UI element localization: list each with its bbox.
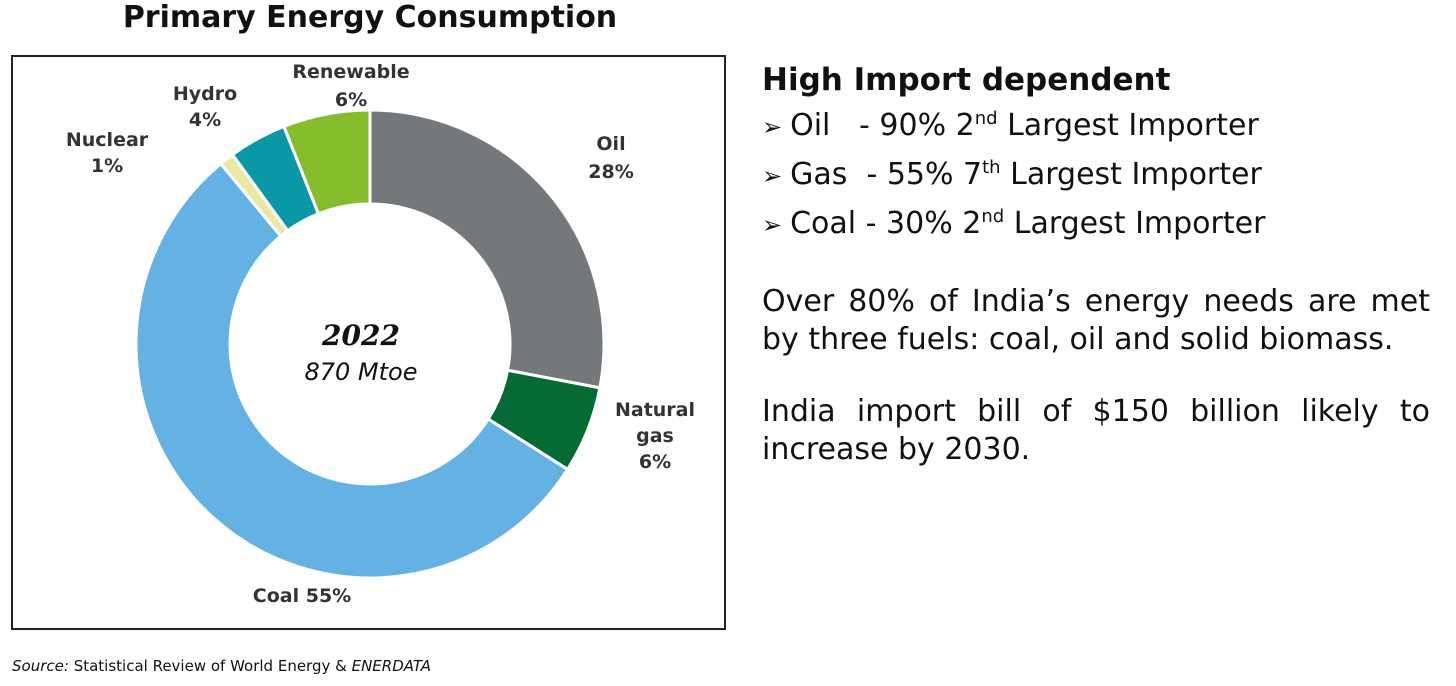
label-renewable-0: Renewable	[292, 61, 409, 83]
source-italic: ENERDATA	[351, 657, 431, 675]
paragraph-fuels: Over 80% of India’s energy needs are met…	[762, 284, 1430, 357]
bullet-arrow-icon: ➢	[762, 211, 783, 239]
label-nuclear-0: Nuclear	[66, 129, 149, 151]
source-note: Source: Statistical Review of World Ener…	[12, 657, 431, 675]
label-hydro-0: Hydro	[173, 83, 237, 105]
donut-chart: 2022 870 Mtoe Oil 28% Natural gas 6% Coal 55%…	[66, 61, 695, 607]
bullet-fuel: Coal	[790, 206, 857, 241]
label-natural-gas-1: gas	[636, 425, 674, 447]
label-nuclear-1: 1%	[91, 155, 123, 177]
bullet-coal: ➢ Coal - 30% 2nd Largest Importer	[762, 206, 1266, 241]
chart-title: Primary Energy Consumption	[122, 0, 618, 35]
slice-labels: Oil 28% Natural gas 6% Coal 55% Nuclear 1% Hydro…	[66, 61, 695, 607]
bullet-list: ➢ Oil - 90% 2nd Largest Importer ➢ Gas - 55…	[762, 102, 1430, 249]
panel-heading: High Import dependent	[762, 62, 1171, 98]
right-panel: High Import dependent ➢ Oil - 90% 2nd Lar…	[762, 62, 1430, 469]
label-natural-gas-2: 6%	[639, 451, 671, 473]
paragraph-import-bill: India import bill of $150 billion likely…	[762, 394, 1430, 467]
donut-slices	[134, 108, 606, 580]
bullet-percent: 90%	[879, 108, 956, 143]
bullet-fuel: Gas	[790, 157, 848, 192]
bullet-oil: ➢ Oil - 90% 2nd Largest Importer	[762, 108, 1259, 143]
label-natural-gas-0: Natural	[615, 399, 695, 421]
bullet-rank-text: Largest Importer	[1004, 206, 1266, 241]
center-total: 870 Mtoe	[304, 358, 417, 386]
label-renewable-1: 6%	[335, 89, 367, 111]
bullet-rank-text: Largest Importer	[1000, 157, 1262, 192]
chart-frame: 2022 870 Mtoe Oil 28% Natural gas 6% Coal 55%…	[11, 55, 726, 630]
slice-renewable	[281, 108, 372, 216]
bullet-rank-text: Largest Importer	[997, 108, 1259, 143]
bullet-arrow-icon: ➢	[762, 162, 783, 190]
bullet-fuel: Oil	[790, 108, 831, 143]
center-year: 2022	[321, 319, 400, 352]
label-coal-0: Coal 55%	[253, 585, 351, 607]
slice-coal	[134, 161, 570, 580]
label-oil-0: Oil	[596, 133, 625, 155]
bullet-percent: 30%	[886, 206, 963, 241]
bullet-percent: 55%	[886, 157, 964, 192]
label-oil-1: 28%	[588, 161, 633, 183]
label-hydro-1: 4%	[189, 109, 221, 131]
slice-oil	[368, 108, 606, 390]
source-prefix: Source:	[12, 657, 69, 675]
bullet-arrow-icon: ➢	[762, 113, 783, 141]
source-text: Statistical Review of World Energy &	[73, 657, 352, 675]
bullet-gas: ➢ Gas - 55% 7th Largest Importer	[762, 157, 1262, 192]
